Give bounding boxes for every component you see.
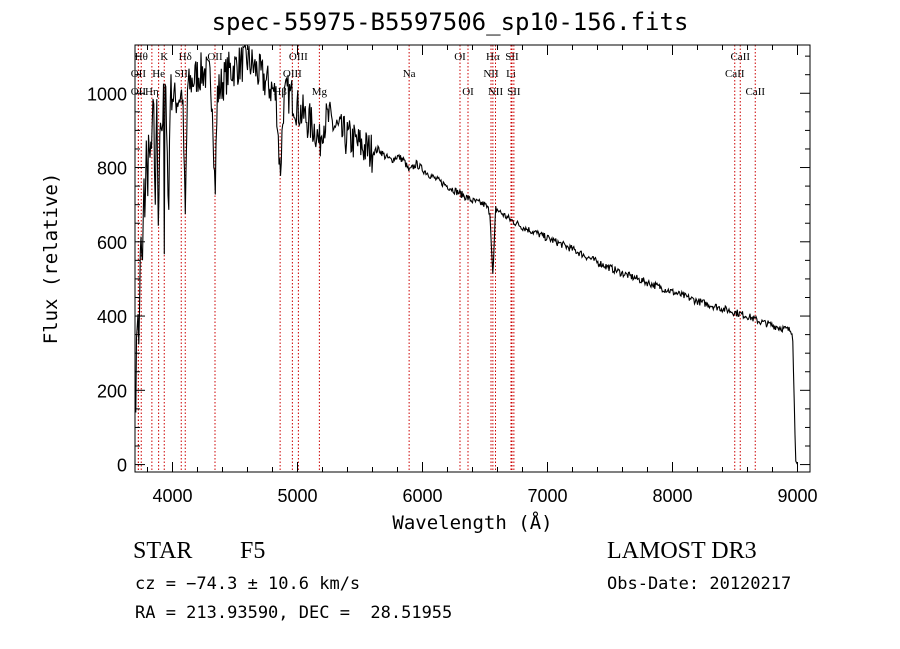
y-tick-label: 400 (97, 307, 127, 327)
plot-frame (134, 44, 811, 473)
redshift-readout: cz = −74.3 ± 10.6 km/s (135, 574, 361, 594)
y-tick-label: 600 (97, 233, 127, 253)
y-tick-label: 0 (117, 456, 127, 476)
class-label: STAR (133, 538, 193, 564)
line-label: Hα (486, 51, 500, 63)
line-label: SII (507, 86, 521, 98)
line-label: OI (462, 86, 474, 98)
line-label: OIII (283, 68, 302, 80)
line-label: Mg (312, 86, 328, 98)
line-label: CaII (725, 68, 745, 80)
x-tick-label: 4000 (152, 486, 192, 506)
x-tick-label: 8000 (652, 486, 692, 506)
y-tick-label: 200 (97, 381, 127, 401)
line-label: CaII (745, 86, 765, 98)
x-axis-label: Wavelength (Å) (392, 511, 552, 534)
x-tick-label: 9000 (777, 486, 817, 506)
spectrum-line (134, 45, 798, 465)
line-label: OIII (289, 51, 308, 63)
line-label: NII (483, 68, 499, 80)
line-label: Na (403, 68, 416, 80)
y-tick-label: 1000 (87, 84, 127, 104)
line-label: NII (488, 86, 504, 98)
y-tick-label: 800 (97, 159, 127, 179)
line-label: SII (505, 51, 519, 63)
line-label: Hη (145, 86, 159, 98)
y-axis-label: Flux (relative) (40, 173, 62, 345)
subclass-label: F5 (240, 538, 266, 564)
line-label: CaII (730, 51, 750, 63)
coordinates-readout: RA = 213.93590, DEC = 28.51955 (135, 603, 453, 623)
line-label: He (152, 68, 165, 80)
line-label: OII (131, 86, 147, 98)
line-label: OII (207, 51, 223, 63)
survey-label: LAMOST DR3 (607, 538, 757, 564)
x-tick-label: 6000 (402, 486, 442, 506)
line-label: Hδ (179, 51, 192, 63)
line-label: SII (175, 68, 189, 80)
chart-title: spec-55975-B5597506_sp10-156.fits (211, 8, 689, 36)
line-label: K (160, 51, 168, 63)
line-label: Li (506, 68, 516, 80)
x-tick-label: 7000 (527, 486, 567, 506)
line-label: Hθ (135, 51, 148, 63)
obs-date-readout: Obs-Date: 20120217 (607, 574, 792, 594)
line-label: OI (454, 51, 466, 63)
x-tick-label: 5000 (277, 486, 317, 506)
